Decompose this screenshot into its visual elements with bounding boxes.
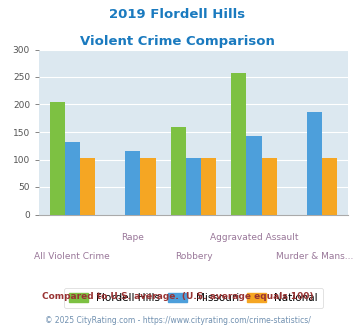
Text: 2019 Flordell Hills: 2019 Flordell Hills [109,8,246,21]
Bar [65,142,80,214]
Bar [50,102,65,214]
Bar [80,158,95,214]
Bar [246,136,262,214]
Bar [307,112,322,214]
Text: © 2025 CityRating.com - https://www.cityrating.com/crime-statistics/: © 2025 CityRating.com - https://www.city… [45,316,310,325]
Text: Compared to U.S. average. (U.S. average equals 100): Compared to U.S. average. (U.S. average … [42,292,313,301]
Legend: Flordell Hills, Missouri, National: Flordell Hills, Missouri, National [64,288,323,308]
Bar [141,158,155,214]
Bar [262,158,277,214]
Text: Rape: Rape [121,233,144,242]
Bar [201,158,216,214]
Text: Robbery: Robbery [175,252,212,261]
Text: Violent Crime Comparison: Violent Crime Comparison [80,35,275,48]
Text: Aggravated Assault: Aggravated Assault [210,233,298,242]
Bar [231,73,246,214]
Bar [171,126,186,214]
Bar [125,151,141,214]
Text: Murder & Mans...: Murder & Mans... [276,252,353,261]
Bar [186,158,201,215]
Bar [322,158,337,214]
Text: All Violent Crime: All Violent Crime [34,252,110,261]
